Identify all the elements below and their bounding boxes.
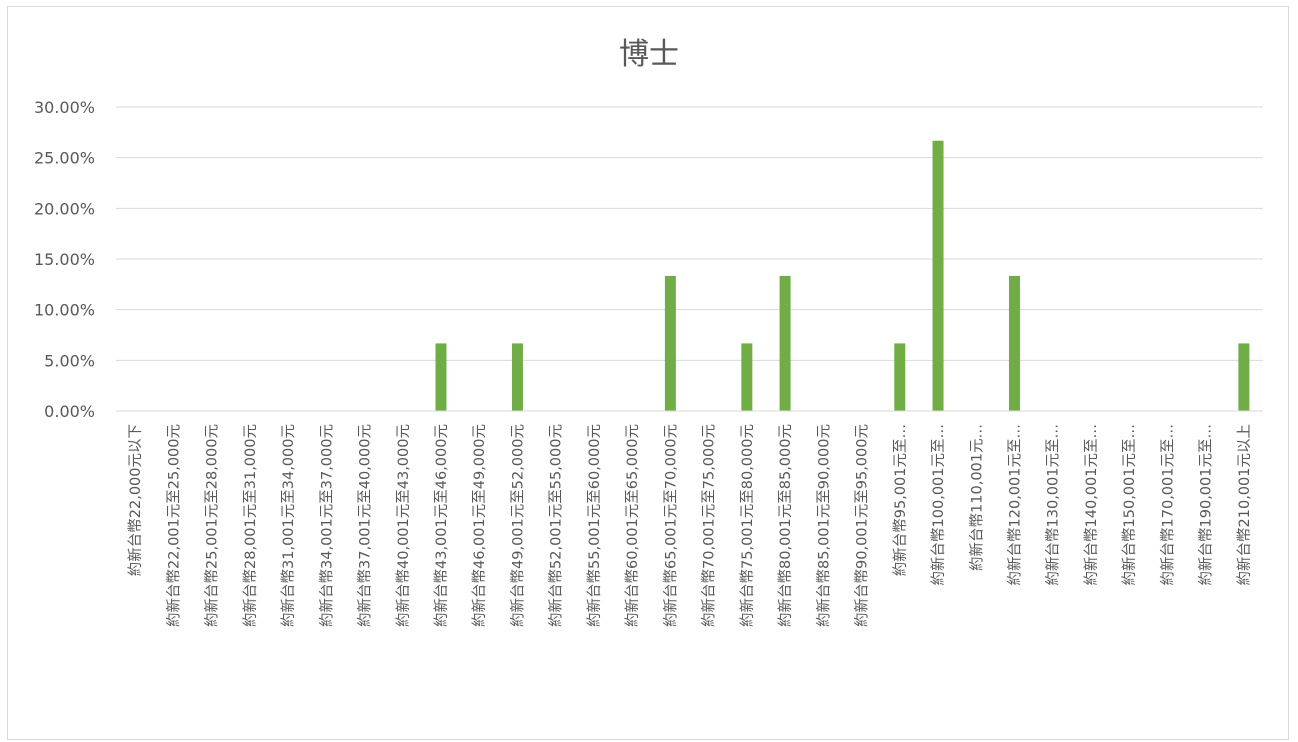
x-tick-label: 約新台幣90,001元至95,000元: [854, 424, 871, 627]
x-tick-label: 約新台幣210,001元以上: [1236, 424, 1253, 585]
y-tick-label: 15.00%: [34, 250, 95, 269]
bars: [435, 140, 1250, 411]
gridlines: [116, 106, 1263, 361]
x-tick-label: 約新台幣190,001元至…: [1198, 424, 1215, 585]
x-tick-label: 約新台幣65,001元至70,000元: [662, 424, 679, 627]
bar: [741, 343, 753, 411]
x-tick-label: 約新台幣170,001元至…: [1159, 424, 1176, 585]
x-tick-label: 約新台幣75,001元至80,000元: [739, 424, 756, 627]
x-tick-label: 約新台幣150,001元至…: [1121, 424, 1138, 585]
x-tick-label: 約新台幣34,001元至37,000元: [318, 424, 335, 627]
x-tick-label: 約新台幣100,001元至…: [930, 424, 947, 585]
x-axis-tick-labels: 約新台幣22,000元以下 約新台幣22,001元至25,000元 約新台幣25,0…: [127, 424, 1253, 627]
x-tick-label: 約新台幣31,001元至34,000元: [280, 424, 297, 627]
y-tick-label: 20.00%: [34, 199, 95, 218]
y-tick-label: 25.00%: [34, 149, 95, 168]
chart-title: 博士: [619, 37, 679, 72]
x-tick-label: 約新台幣22,000元以下: [127, 424, 144, 576]
bar: [894, 343, 906, 411]
x-tick-label: 約新台幣110,001元…: [968, 424, 985, 571]
x-tick-label: 約新台幣49,001元至52,000元: [509, 424, 526, 627]
x-tick-label: 約新台幣43,001元至46,000元: [433, 424, 450, 627]
x-tick-label: 約新台幣22,001元至25,000元: [165, 424, 182, 627]
y-tick-label: 0.00%: [44, 402, 95, 421]
x-tick-label: 約新台幣95,001元至…: [892, 424, 909, 576]
x-tick-label: 約新台幣52,001元至55,000元: [548, 424, 565, 627]
x-tick-label: 約新台幣60,001元至65,000元: [624, 424, 641, 627]
x-tick-label: 約新台幣85,001元至90,000元: [815, 424, 832, 627]
x-tick-label: 約新台幣120,001元至…: [1006, 424, 1023, 585]
x-tick-label: 約新台幣130,001元至…: [1045, 424, 1062, 585]
bar: [1008, 275, 1020, 411]
x-tick-label: 約新台幣140,001元至…: [1083, 424, 1100, 585]
bar: [435, 343, 447, 411]
bar: [779, 275, 791, 411]
x-tick-label: 約新台幣37,001元至40,000元: [357, 424, 374, 627]
bar: [511, 343, 523, 411]
bar: [664, 275, 676, 411]
y-tick-label: 30.00%: [34, 98, 95, 117]
x-tick-label: 約新台幣80,001元至85,000元: [777, 424, 794, 627]
x-tick-label: 約新台幣70,001元至75,000元: [701, 424, 718, 627]
x-tick-label: 約新台幣25,001元至28,000元: [204, 424, 221, 627]
y-tick-label: 5.00%: [44, 351, 95, 370]
x-tick-label: 約新台幣40,001元至43,000元: [395, 424, 412, 627]
y-axis-tick-labels: 0.00% 5.00% 10.00% 15.00% 20.00% 25.00% 30.00%: [34, 98, 95, 421]
x-tick-label: 約新台幣28,001元至31,000元: [242, 424, 259, 627]
bar: [932, 140, 944, 411]
chart-frame: [7, 6, 1289, 740]
y-tick-label: 10.00%: [34, 301, 95, 320]
bar: [1238, 343, 1250, 411]
x-tick-label: 約新台幣46,001元至49,000元: [471, 424, 488, 627]
x-tick-label: 約新台幣55,001元至60,000元: [586, 424, 603, 627]
